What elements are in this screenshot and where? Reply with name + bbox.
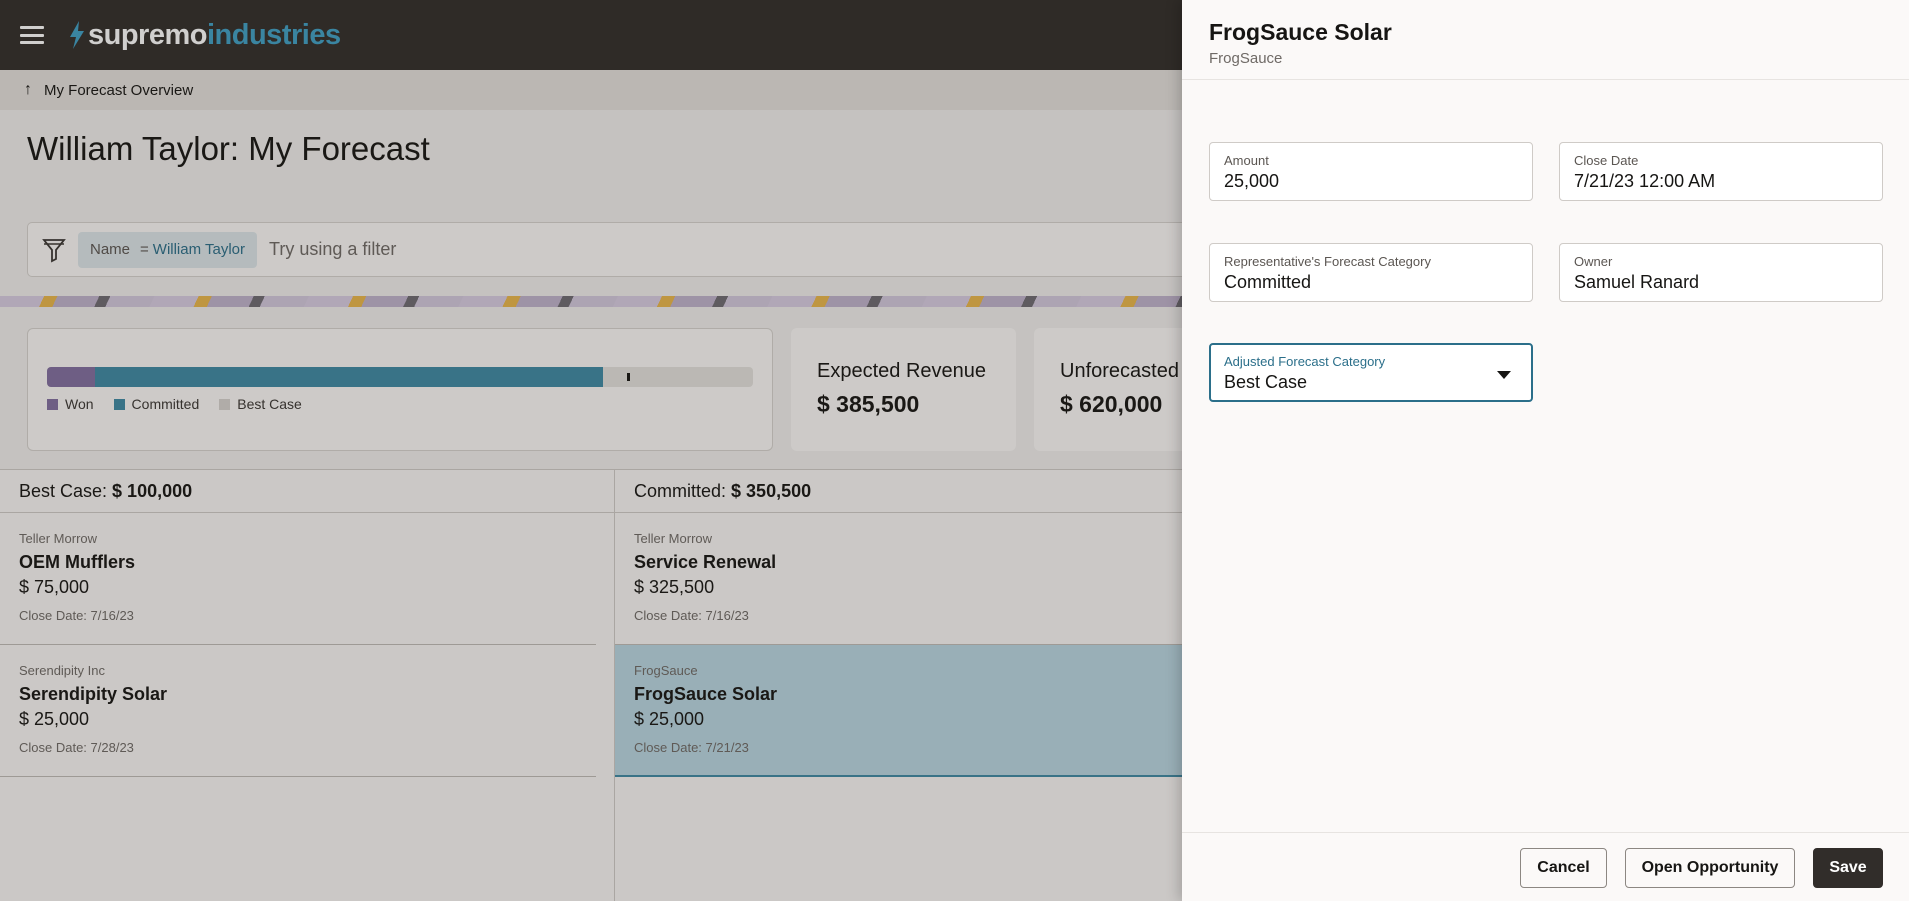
bolt-icon <box>70 21 84 49</box>
column-header: Best Case: $ 100,000 <box>0 470 614 513</box>
legend-label-won: Won <box>65 396 94 412</box>
breadcrumb-label: My Forecast Overview <box>44 81 194 99</box>
quota-marker <box>627 373 631 381</box>
opportunity-amount: $ 75,000 <box>19 577 90 597</box>
field-label: Representative's Forecast Category <box>1224 254 1431 269</box>
column-committed: Committed: $ 350,500 Teller Morrow Servic… <box>615 470 1215 901</box>
owner-field[interactable]: Owner Samuel Ranard <box>1559 243 1883 302</box>
field-label: Owner <box>1574 254 1613 269</box>
opportunity-amount: $ 325,500 <box>634 577 715 597</box>
field-value: Samuel Ranard <box>1574 272 1700 292</box>
field-label: Amount <box>1224 153 1269 168</box>
opportunity-account: Serendipity Inc <box>19 663 105 678</box>
column-header: Committed: $ 350,500 <box>615 470 1214 513</box>
forecast-progress-card: Won Committed Best Case <box>27 328 773 451</box>
opportunity-account: Teller Morrow <box>634 531 713 546</box>
edit-opportunity-drawer: FrogSauce Solar FrogSauce Amount 25,000 … <box>1182 0 1909 901</box>
opportunity-card[interactable]: Serendipity Inc Serendipity Solar $ 25,0… <box>0 645 596 777</box>
column-total: $ 100,000 <box>112 480 193 501</box>
opportunity-close-date: Close Date: 7/28/23 <box>19 740 134 755</box>
rep-forecast-category-field[interactable]: Representative's Forecast Category Commi… <box>1209 243 1533 302</box>
brand-name-part1: supremo <box>88 18 207 51</box>
opportunity-card-selected[interactable]: FrogSauce FrogSauce Solar $ 25,000 Close… <box>615 645 1214 777</box>
legend-label-committed: Committed <box>131 396 200 412</box>
metric-label: Expected Revenue <box>817 360 987 382</box>
metric-value: $ 620,000 <box>1060 391 1163 417</box>
opportunity-amount: $ 25,000 <box>634 709 705 729</box>
opportunity-name: OEM Mufflers <box>19 552 136 572</box>
field-value: Best Case <box>1224 372 1308 392</box>
metric-value: $ 385,500 <box>817 391 920 417</box>
field-value: 7/21/23 12:00 AM <box>1574 171 1716 191</box>
metric-label: Unforecasted <box>1060 360 1179 382</box>
drawer-subtitle: FrogSauce <box>1209 50 1283 67</box>
committed-segment <box>95 367 604 387</box>
forecast-progress-bar <box>47 367 753 387</box>
opportunity-name: FrogSauce Solar <box>634 684 778 704</box>
amount-field[interactable]: Amount 25,000 <box>1209 142 1533 201</box>
save-button[interactable]: Save <box>1813 848 1883 888</box>
legend-best-case: Best Case <box>219 396 302 412</box>
won-segment <box>47 367 95 387</box>
filter-icon[interactable] <box>42 237 66 263</box>
opportunity-close-date: Close Date: 7/16/23 <box>634 608 749 623</box>
page-title: William Taylor: My Forecast <box>27 130 430 167</box>
field-value: Committed <box>1224 272 1312 292</box>
cancel-button[interactable]: Cancel <box>1520 848 1607 888</box>
opportunity-name: Service Renewal <box>634 552 777 572</box>
opportunity-close-date: Close Date: 7/21/23 <box>634 740 749 755</box>
drawer-title: FrogSauce Solar <box>1209 19 1392 45</box>
legend-swatch-best-case <box>219 398 231 410</box>
field-value: 25,000 <box>1224 171 1280 191</box>
filter-chip-value: William Taylor <box>152 241 246 258</box>
field-label: Close Date <box>1574 153 1639 168</box>
column-total: $ 350,500 <box>731 480 812 501</box>
filter-chip-operator: = <box>140 241 149 258</box>
opportunity-card[interactable]: Teller Morrow OEM Mufflers $ 75,000 Clos… <box>0 513 596 645</box>
adjusted-forecast-category-select[interactable]: Adjusted Forecast Category Best Case <box>1209 343 1533 402</box>
column-label: Best Case: <box>19 480 108 501</box>
legend-swatch-committed <box>113 398 125 410</box>
filter-chip-field: Name <box>90 241 131 258</box>
close-date-field[interactable]: Close Date 7/21/23 12:00 AM <box>1559 142 1883 201</box>
filter-chip[interactable]: Name = William Taylor <box>78 231 258 268</box>
opportunity-amount: $ 25,000 <box>19 709 90 729</box>
legend-committed: Committed <box>113 396 200 412</box>
progress-legend: Won Committed Best Case <box>47 396 322 412</box>
field-label: Adjusted Forecast Category <box>1224 354 1386 369</box>
menu-icon[interactable] <box>20 26 44 44</box>
legend-won: Won <box>47 396 94 412</box>
opportunity-card[interactable]: Teller Morrow Service Renewal $ 325,500 … <box>615 513 1196 645</box>
caret-down-icon[interactable] <box>1497 371 1511 379</box>
legend-label-best-case: Best Case <box>237 396 302 412</box>
column-best-case: Best Case: $ 100,000 Teller Morrow OEM Mu… <box>0 470 615 901</box>
opportunity-name: Serendipity Solar <box>19 684 168 704</box>
metric-expected-revenue: Expected Revenue $ 385,500 <box>791 328 1016 451</box>
filter-input-placeholder[interactable]: Try using a filter <box>269 239 397 259</box>
decorative-banner <box>0 296 1909 307</box>
opportunity-close-date: Close Date: 7/16/23 <box>19 608 134 623</box>
arrow-up-icon: ↑ <box>24 81 32 98</box>
drawer-header: FrogSauce Solar FrogSauce <box>1182 0 1909 80</box>
drawer-footer: Cancel Open Opportunity Save <box>1182 832 1909 901</box>
legend-swatch-won <box>47 398 58 410</box>
opportunity-account: FrogSauce <box>634 663 698 678</box>
brand-logo[interactable]: supremo industries <box>68 19 341 52</box>
open-opportunity-button[interactable]: Open Opportunity <box>1625 848 1795 888</box>
brand-name-part2: industries <box>206 18 341 51</box>
column-label: Committed: <box>634 480 727 501</box>
opportunity-account: Teller Morrow <box>19 531 98 546</box>
